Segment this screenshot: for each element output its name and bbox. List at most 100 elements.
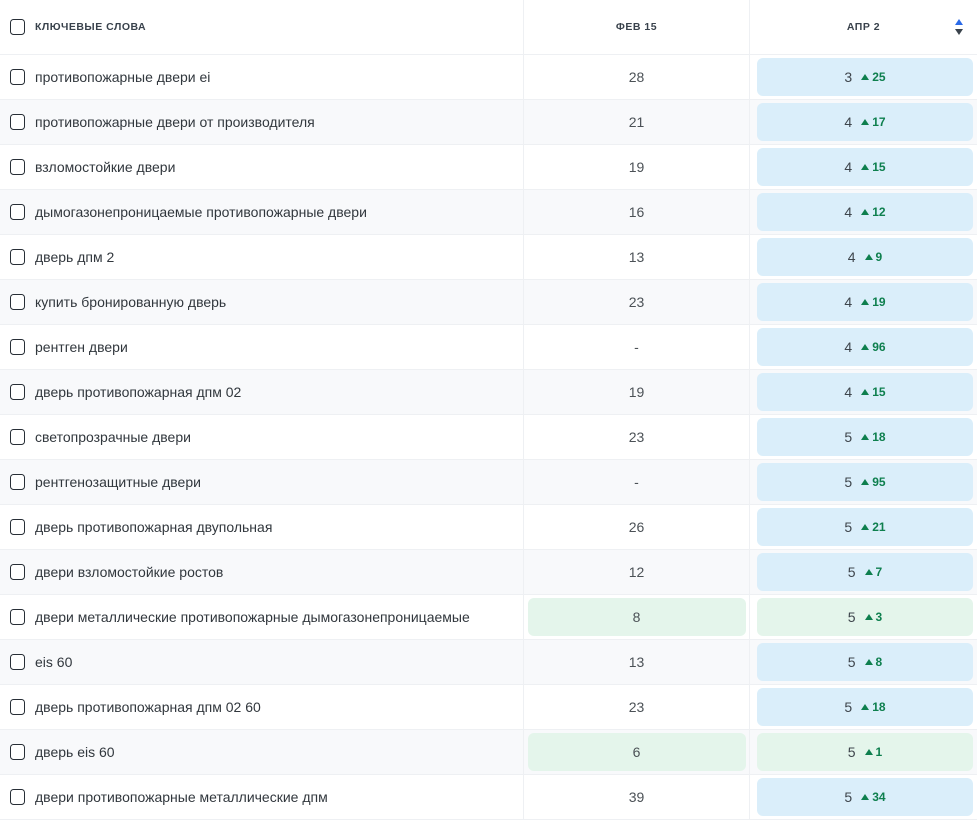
table-row: взломостойкие двери 19 4 15 bbox=[0, 145, 977, 190]
row-checkbox[interactable] bbox=[10, 384, 25, 400]
header-cell-apr2[interactable]: АПР 2 bbox=[750, 0, 977, 54]
rank-up-icon bbox=[861, 704, 870, 710]
row-checkbox[interactable] bbox=[10, 519, 25, 535]
keywords-column-title: КЛЮЧЕВЫЕ СЛОВА bbox=[35, 21, 147, 33]
row-checkbox[interactable] bbox=[10, 204, 25, 220]
apr2-position: 3 bbox=[844, 69, 853, 85]
rank-up-icon bbox=[861, 434, 870, 440]
row-checkbox[interactable] bbox=[10, 744, 25, 760]
apr2-delta: 96 bbox=[872, 340, 886, 354]
table-row: двери взломостойкие ростов 12 5 7 bbox=[0, 550, 977, 595]
feb15-value: 19 bbox=[628, 159, 645, 175]
apr2-delta: 1 bbox=[875, 745, 883, 759]
feb15-value-pill: - bbox=[528, 463, 746, 501]
keyword-label: светопрозрачные двери bbox=[35, 429, 191, 445]
apr2-cell: 5 95 bbox=[750, 460, 977, 504]
keyword-label: двери металлические противопожарные дымо… bbox=[35, 609, 470, 625]
row-checkbox[interactable] bbox=[10, 699, 25, 715]
rank-up-icon bbox=[861, 164, 870, 170]
rank-up-icon bbox=[861, 524, 870, 530]
table-row: дверь противопожарная дпм 02 19 4 15 bbox=[0, 370, 977, 415]
rank-up-icon bbox=[864, 659, 873, 665]
apr2-position: 5 bbox=[847, 744, 856, 760]
table-row: купить бронированную дверь 23 4 19 bbox=[0, 280, 977, 325]
keyword-cell: взломостойкие двери bbox=[0, 145, 524, 189]
table-row: дверь дпм 2 13 4 9 bbox=[0, 235, 977, 280]
keyword-cell: дверь противопожарная двупольная bbox=[0, 505, 524, 549]
row-checkbox[interactable] bbox=[10, 339, 25, 355]
row-checkbox[interactable] bbox=[10, 564, 25, 580]
apr2-position: 4 bbox=[844, 114, 853, 130]
apr2-delta: 12 bbox=[872, 205, 886, 219]
feb15-cell: 13 bbox=[524, 235, 750, 279]
feb15-value: 8 bbox=[632, 609, 641, 625]
apr2-position: 4 bbox=[844, 204, 853, 220]
feb15-cell: - bbox=[524, 325, 750, 369]
apr2-position: 4 bbox=[844, 384, 853, 400]
row-checkbox[interactable] bbox=[10, 114, 25, 130]
row-checkbox[interactable] bbox=[10, 654, 25, 670]
rank-up-icon bbox=[864, 749, 873, 755]
row-checkbox[interactable] bbox=[10, 69, 25, 85]
feb15-value: 28 bbox=[628, 69, 645, 85]
apr2-cell: 4 15 bbox=[750, 145, 977, 189]
apr2-cell: 3 25 bbox=[750, 55, 977, 99]
table-row: дверь противопожарная двупольная 26 5 21 bbox=[0, 505, 977, 550]
feb15-value: - bbox=[634, 339, 639, 355]
row-checkbox[interactable] bbox=[10, 294, 25, 310]
feb15-value: 23 bbox=[628, 294, 645, 310]
rank-up-icon bbox=[861, 389, 870, 395]
apr2-position: 4 bbox=[847, 249, 856, 265]
feb15-value-pill: 23 bbox=[528, 418, 746, 456]
feb15-cell: 23 bbox=[524, 280, 750, 324]
row-checkbox[interactable] bbox=[10, 159, 25, 175]
apr2-cell: 4 19 bbox=[750, 280, 977, 324]
apr2-cell: 5 34 bbox=[750, 775, 977, 819]
feb15-value: 12 bbox=[628, 564, 645, 580]
apr2-value-pill: 4 19 bbox=[757, 283, 973, 321]
apr2-cell: 4 12 bbox=[750, 190, 977, 234]
apr2-delta: 15 bbox=[872, 385, 886, 399]
apr2-value-pill: 3 25 bbox=[757, 58, 973, 96]
header-cell-keywords: КЛЮЧЕВЫЕ СЛОВА bbox=[0, 0, 524, 54]
feb15-cell: 19 bbox=[524, 145, 750, 189]
row-checkbox[interactable] bbox=[10, 429, 25, 445]
feb15-cell: 8 bbox=[524, 595, 750, 639]
apr2-cell: 5 7 bbox=[750, 550, 977, 594]
apr2-cell: 4 9 bbox=[750, 235, 977, 279]
apr2-delta: 8 bbox=[875, 655, 883, 669]
apr2-cell: 5 1 bbox=[750, 730, 977, 774]
row-checkbox[interactable] bbox=[10, 609, 25, 625]
apr2-value-pill: 5 34 bbox=[757, 778, 973, 816]
header-cell-feb15[interactable]: ФЕВ 15 bbox=[524, 0, 750, 54]
keyword-label: двери противопожарные металлические дпм bbox=[35, 789, 328, 805]
apr2-position: 5 bbox=[844, 474, 853, 490]
keyword-label: дымогазонепроницаемые противопожарные дв… bbox=[35, 204, 367, 220]
select-all-checkbox[interactable] bbox=[10, 19, 25, 35]
feb15-value: 39 bbox=[628, 789, 645, 805]
feb15-column-title: ФЕВ 15 bbox=[615, 21, 658, 33]
rank-up-icon bbox=[861, 119, 870, 125]
apr2-column-title: АПР 2 bbox=[846, 21, 881, 33]
sort-control[interactable] bbox=[955, 19, 963, 35]
rank-up-icon bbox=[864, 614, 873, 620]
apr2-delta: 95 bbox=[872, 475, 886, 489]
rank-up-icon bbox=[861, 299, 870, 305]
apr2-cell: 5 21 bbox=[750, 505, 977, 549]
feb15-value-pill: 16 bbox=[528, 193, 746, 231]
apr2-position: 5 bbox=[847, 609, 856, 625]
apr2-delta: 34 bbox=[872, 790, 886, 804]
apr2-delta: 25 bbox=[872, 70, 886, 84]
row-checkbox[interactable] bbox=[10, 474, 25, 490]
feb15-value: 6 bbox=[632, 744, 641, 760]
keyword-cell: eis 60 bbox=[0, 640, 524, 684]
table-row: противопожарные двери ei 28 3 25 bbox=[0, 55, 977, 100]
keyword-label: дверь противопожарная двупольная bbox=[35, 519, 273, 535]
feb15-value-pill: 19 bbox=[528, 373, 746, 411]
feb15-value-pill: 23 bbox=[528, 283, 746, 321]
row-checkbox[interactable] bbox=[10, 789, 25, 805]
apr2-delta: 21 bbox=[872, 520, 886, 534]
rank-up-icon bbox=[864, 569, 873, 575]
row-checkbox[interactable] bbox=[10, 249, 25, 265]
